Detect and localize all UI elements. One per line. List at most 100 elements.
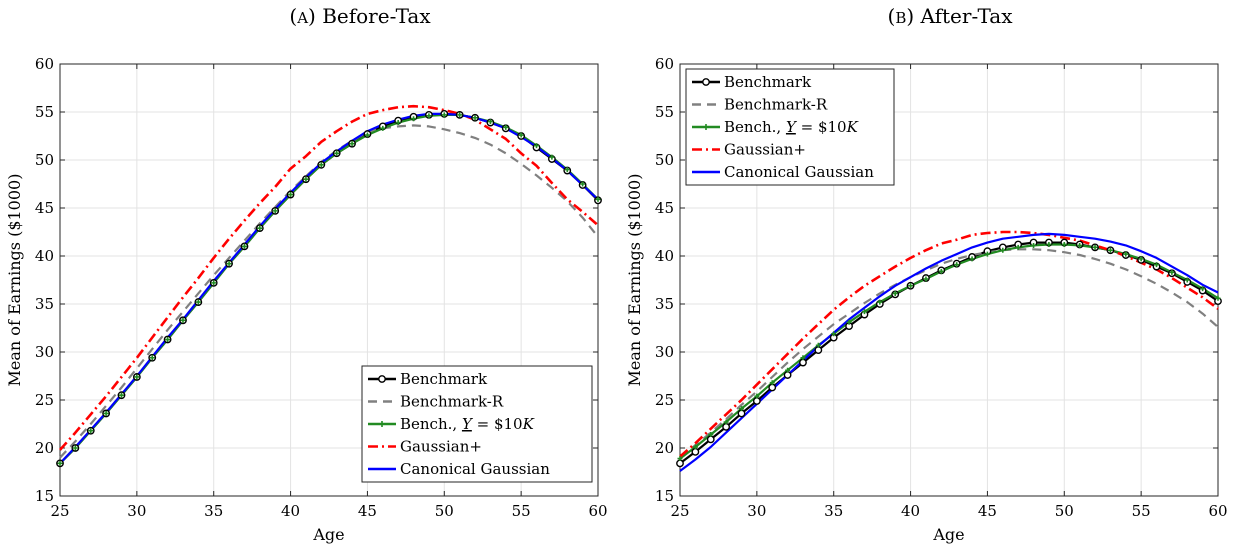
legend: Benchmark Benchmark-R Bench., Y = $10K Gaus… bbox=[685, 68, 895, 186]
data-point-bench-10k bbox=[984, 251, 990, 257]
data-point-bench-10k bbox=[708, 432, 714, 438]
data-point-bench-10k bbox=[754, 393, 760, 399]
data-point-bench-10k bbox=[815, 342, 821, 348]
legend-label: Canonical Gaussian bbox=[724, 163, 874, 181]
y-tick-label: 60 bbox=[35, 55, 54, 73]
data-point-bench-10k bbox=[677, 456, 683, 462]
data-point-bench-10k bbox=[1061, 241, 1067, 247]
data-point-benchmark bbox=[752, 397, 761, 405]
data-point-bench-10k bbox=[1000, 247, 1006, 253]
y-tick-label: 55 bbox=[655, 103, 674, 121]
legend: Benchmark Benchmark-R Bench., Y = $10K Gaus… bbox=[361, 365, 593, 483]
data-point-bench-10k bbox=[411, 116, 417, 122]
data-point-bench-10k bbox=[1107, 247, 1113, 253]
x-tick-label: 50 bbox=[435, 502, 454, 520]
y-tick-label: 20 bbox=[35, 439, 54, 457]
data-point-bench-10k bbox=[395, 120, 401, 126]
data-point-bench-10k bbox=[165, 337, 171, 343]
y-tick-label: 15 bbox=[655, 487, 674, 505]
data-point-bench-10k bbox=[1184, 277, 1190, 283]
data-point-bench-10k bbox=[303, 176, 309, 182]
data-point-bench-10k bbox=[1015, 244, 1021, 250]
x-tick-label: 60 bbox=[1208, 502, 1227, 520]
data-point-bench-10k bbox=[846, 319, 852, 325]
x-tick-label: 25 bbox=[50, 502, 69, 520]
data-point-bench-10k bbox=[969, 256, 975, 262]
y-tick-label: 45 bbox=[655, 199, 674, 217]
panel-b-title: (B) After-Tax bbox=[887, 4, 1013, 28]
chart-after-tax: 25 30 35 40 45 50 55 60 15 20 25 30 35 40 45 50 55 60 Age M… bbox=[625, 55, 1228, 544]
y-tick-label: 45 bbox=[35, 199, 54, 217]
data-point-bench-10k bbox=[457, 112, 463, 118]
x-tick-label: 30 bbox=[747, 502, 766, 520]
data-point-bench-10k bbox=[472, 115, 478, 121]
data-point-bench-10k bbox=[549, 154, 555, 160]
x-axis-label: Age bbox=[312, 525, 344, 544]
x-tick-label: 35 bbox=[824, 502, 843, 520]
panel-b-letter: B bbox=[895, 9, 907, 27]
data-point-benchmark bbox=[691, 447, 700, 456]
data-point-bench-10k bbox=[318, 162, 324, 168]
y-tick-label: 15 bbox=[35, 487, 54, 505]
x-axis-label: Age bbox=[932, 525, 964, 544]
data-point-bench-10k bbox=[923, 276, 929, 282]
x-tick-label: 55 bbox=[1132, 502, 1151, 520]
y-tick-label: 50 bbox=[35, 151, 54, 169]
x-tick-label: 25 bbox=[670, 502, 689, 520]
series-line-benchmark-r bbox=[679, 248, 1219, 459]
data-point-bench-10k bbox=[1077, 242, 1083, 248]
legend-marker bbox=[703, 124, 709, 130]
y-tick-label: 20 bbox=[655, 439, 674, 457]
data-point-bench-10k bbox=[831, 331, 837, 337]
data-point-benchmark bbox=[814, 346, 823, 354]
data-point-bench-10k bbox=[211, 280, 217, 286]
legend-label: Gaussian+ bbox=[400, 438, 482, 456]
legend-label: Bench., Y = $10K bbox=[724, 118, 859, 136]
legend-marker bbox=[378, 375, 386, 383]
data-point-bench-10k bbox=[1031, 242, 1037, 248]
data-point-bench-10k bbox=[503, 124, 509, 130]
data-point-bench-10k bbox=[257, 225, 263, 231]
y-tick-label: 25 bbox=[655, 391, 674, 409]
legend-box bbox=[361, 365, 593, 483]
data-point-bench-10k bbox=[1138, 256, 1144, 262]
data-point-benchmark bbox=[737, 409, 746, 418]
legend-label: Bench., Y = $10K bbox=[400, 415, 535, 433]
y-tick-label: 40 bbox=[655, 247, 674, 265]
x-tick-label: 45 bbox=[358, 502, 377, 520]
legend-marker bbox=[702, 78, 710, 86]
data-point-bench-10k bbox=[380, 125, 386, 131]
data-point-bench-10k bbox=[723, 419, 729, 425]
data-point-bench-10k bbox=[1154, 262, 1160, 268]
data-point-bench-10k bbox=[88, 428, 94, 434]
data-point-bench-10k bbox=[1046, 241, 1052, 247]
y-tick-label: 25 bbox=[35, 391, 54, 409]
legend-label: Benchmark bbox=[400, 370, 488, 388]
data-point-bench-10k bbox=[1169, 269, 1175, 275]
legend-label: Canonical Gaussian bbox=[400, 460, 550, 478]
data-point-bench-10k bbox=[180, 317, 186, 323]
data-point-bench-10k bbox=[1092, 244, 1098, 250]
legend-box bbox=[685, 68, 895, 186]
panel-b-title-text: After-Tax bbox=[920, 4, 1013, 28]
data-point-benchmark bbox=[783, 371, 792, 379]
data-point-bench-10k bbox=[57, 460, 63, 466]
y-tick-label: 35 bbox=[35, 295, 54, 313]
x-tick-label: 55 bbox=[512, 502, 531, 520]
data-point-bench-10k bbox=[272, 208, 278, 214]
legend-label: Benchmark-R bbox=[724, 96, 828, 114]
data-point-bench-10k bbox=[195, 299, 201, 305]
data-point-bench-10k bbox=[426, 113, 432, 119]
data-point-bench-10k bbox=[877, 299, 883, 305]
series-line-gaussian- bbox=[59, 104, 599, 451]
y-tick-label: 30 bbox=[655, 343, 674, 361]
y-tick-label: 30 bbox=[35, 343, 54, 361]
data-point-bench-10k bbox=[580, 181, 586, 187]
data-point-bench-10k bbox=[534, 143, 540, 149]
data-point-bench-10k bbox=[364, 132, 370, 138]
data-point-benchmark bbox=[706, 435, 715, 444]
plot-frame bbox=[59, 63, 599, 497]
data-point-bench-10k bbox=[785, 367, 791, 373]
y-tick-label: 35 bbox=[655, 295, 674, 313]
